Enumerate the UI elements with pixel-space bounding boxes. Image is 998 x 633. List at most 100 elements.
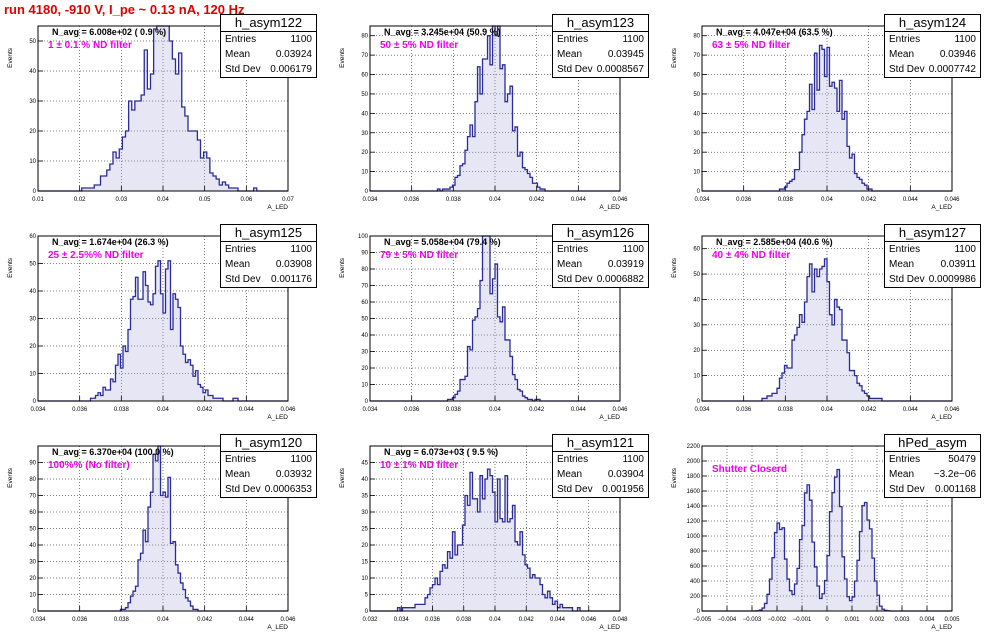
x-tick-label: 0.044 [571, 197, 587, 203]
y-tick-label: 60 [693, 73, 700, 79]
x-tick-label: 0.046 [612, 407, 628, 413]
stats-value: 0.03911 [940, 259, 976, 270]
x-tick-label: 0.042 [197, 407, 213, 413]
y-tick-label: 0 [365, 189, 369, 195]
x-tick-label: 0.032 [362, 617, 378, 623]
y-tick-label: 50 [361, 317, 368, 323]
y-tick-label: 0 [365, 399, 369, 405]
x-tick-label: 0.034 [394, 617, 410, 623]
stats-key: Entries [225, 454, 257, 465]
y-tick-label: 40 [29, 69, 36, 75]
x-tick-label: 0.046 [280, 617, 296, 623]
x-tick-label: −0.005 [693, 617, 712, 623]
y-tick-label: 1000 [687, 534, 701, 540]
histogram-fill [702, 469, 952, 611]
x-axis-label: A_LED [599, 204, 620, 211]
stats-key: Std Dev [225, 64, 261, 75]
y-tick-label: 15 [361, 560, 368, 566]
histogram-pad-h_asym122: 0.01 0.02 0.03 0.04 0.05 0.06 0.07 0 10 20 30 40 50 E… [0, 8, 332, 213]
stats-key: Mean [557, 259, 583, 270]
x-tick-label: 0.004 [919, 617, 935, 623]
y-tick-label: 35 [361, 494, 368, 500]
x-tick-label: 0.044 [239, 407, 255, 413]
histogram-name: hPed_asym [885, 435, 980, 452]
histogram-name: h_asym121 [553, 435, 648, 452]
stats-key: Entries [225, 244, 257, 255]
x-tick-label: 0 [825, 617, 829, 623]
y-axis-label: Events [671, 47, 678, 68]
x-tick-label: 0.03 [115, 197, 127, 203]
stats-row: Entries 1100 [885, 32, 980, 47]
stats-key: Std Dev [889, 484, 925, 495]
y-axis-label: Events [339, 47, 346, 68]
x-tick-label: 0.04 [157, 197, 169, 203]
y-axis-label: Events [7, 257, 14, 278]
x-tick-label: 0.046 [944, 407, 960, 413]
y-tick-label: 800 [690, 549, 701, 555]
stats-row: Entries 1100 [553, 32, 648, 47]
y-tick-label: 25 [361, 527, 368, 533]
stats-key: Mean [889, 469, 915, 480]
x-tick-label: 0.02 [74, 197, 86, 203]
histogram-plot: 0.034 0.036 0.038 0.04 0.042 0.044 0.046 0 10 20 3… [7, 234, 296, 421]
y-tick-label: 10 [29, 159, 36, 165]
x-tick-label: 0.036 [425, 617, 441, 623]
y-tick-label: 45 [361, 461, 368, 467]
x-tick-label: −0.004 [718, 617, 737, 623]
stats-value: 1100 [954, 244, 976, 255]
x-tick-label: 0.038 [456, 617, 472, 623]
filter-label: 40 ± 4% ND filter [712, 250, 791, 261]
stats-row: Std Dev 0.0006882 [553, 272, 648, 287]
y-axis-label: Events [671, 257, 678, 278]
y-tick-label: 30 [29, 560, 36, 566]
y-tick-label: 0 [697, 609, 701, 615]
stats-row: Std Dev 0.0009986 [885, 272, 980, 287]
y-tick-label: 40 [361, 111, 368, 117]
y-tick-label: 50 [29, 262, 36, 268]
filter-label: Shutter Closerd [712, 464, 788, 475]
stats-key: Entries [557, 244, 589, 255]
stats-key: Mean [889, 49, 915, 60]
histogram-name: h_asym120 [221, 435, 316, 452]
stats-value: 50479 [948, 454, 976, 465]
y-tick-label: 5 [365, 593, 369, 599]
stats-row: Entries 1100 [221, 452, 316, 467]
stats-key: Std Dev [557, 274, 593, 285]
y-tick-label: 70 [693, 53, 700, 59]
stats-value: 0.0006882 [596, 274, 644, 285]
stats-value: 1100 [622, 34, 644, 45]
y-tick-label: 30 [693, 323, 700, 329]
x-tick-label: 0.002 [869, 617, 885, 623]
stats-value: 1100 [290, 244, 312, 255]
histogram-name: h_asym122 [221, 15, 316, 32]
stats-key: Entries [889, 34, 921, 45]
y-tick-label: 1400 [687, 504, 701, 510]
stats-row: Mean 0.03911 [885, 257, 980, 272]
y-tick-label: 80 [693, 34, 700, 40]
y-axis-label: Events [7, 467, 14, 488]
x-tick-label: 0.034 [362, 197, 378, 203]
stats-key: Entries [889, 454, 921, 465]
histogram-name: h_asym125 [221, 225, 316, 242]
n-avg-label: N_avg = 6.370e+04 (100.0 %) [52, 447, 174, 457]
y-axis-label: Events [7, 47, 14, 68]
x-tick-label: 0.07 [282, 197, 294, 203]
x-tick-label: 0.042 [197, 617, 213, 623]
y-tick-label: 40 [361, 477, 368, 483]
stats-row: Mean 0.03945 [553, 47, 648, 62]
histogram-pad-h_asym123: 0.034 0.036 0.038 0.04 0.042 0.044 0.046 0 10 20 3… [332, 8, 664, 213]
histogram-fill [38, 446, 288, 611]
x-tick-label: 0.034 [694, 407, 710, 413]
stats-box: h_asym122 Entries 1100 Mean 0.03924 Std Dev 0.… [220, 14, 317, 78]
y-tick-label: 10 [29, 372, 36, 378]
y-tick-label: 80 [361, 34, 368, 40]
y-tick-label: 30 [361, 510, 368, 516]
stats-row: Std Dev 0.001176 [221, 272, 316, 287]
x-axis-label: A_LED [931, 624, 952, 631]
y-tick-label: 30 [29, 317, 36, 323]
y-tick-label: 90 [29, 461, 36, 467]
y-tick-label: 20 [361, 150, 368, 156]
stats-value: 0.03908 [275, 259, 312, 270]
y-tick-label: 20 [29, 576, 36, 582]
x-axis-label: A_LED [267, 204, 288, 211]
